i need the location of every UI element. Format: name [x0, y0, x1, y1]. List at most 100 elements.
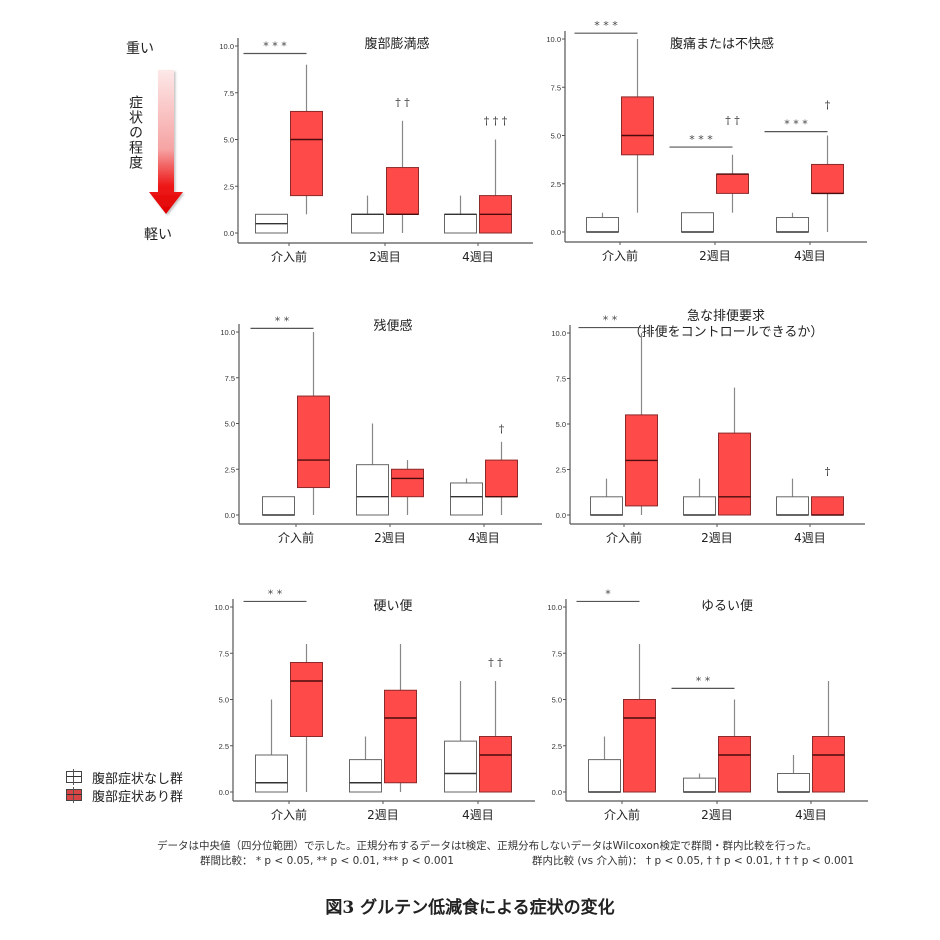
- y-tick-label: 2.5: [224, 182, 234, 191]
- box-no-symptom: [255, 213, 288, 234]
- x-category-label: 介入前: [604, 807, 640, 822]
- y-tick-label: 0.0: [556, 511, 566, 520]
- box-no-symptom: [777, 755, 810, 793]
- box-no-symptom: [588, 736, 621, 793]
- box-no-symptom: [255, 699, 288, 793]
- scale-top-label: 重い: [126, 41, 154, 57]
- box-symptom: [297, 332, 330, 515]
- y-tick-label: 2.5: [552, 742, 562, 751]
- method-note: データは中央値（四分位範囲）で示した。正規分布するデータはt検定、正規分布しない…: [157, 840, 817, 852]
- x-category-label: 介入前: [271, 807, 307, 822]
- dagger-mark: † †: [725, 114, 740, 127]
- chart-title: 腹痛または不快感: [670, 36, 774, 52]
- x-category-label: 介入前: [278, 530, 314, 545]
- x-category-label: 2週目: [699, 249, 731, 263]
- x-category-label: 4週目: [795, 808, 827, 822]
- box-no-symptom: [444, 681, 477, 793]
- significance-mark: * * *: [263, 39, 287, 52]
- x-category-label: 2週目: [367, 808, 399, 822]
- legend-label: 腹部症状なし群: [92, 771, 184, 787]
- box-symptom: [623, 644, 656, 793]
- significance-mark: * *: [268, 587, 283, 600]
- y-tick-label: 5.0: [551, 132, 561, 141]
- within-group-note: 群内比較 (vs 介入前)： † p < 0.05, † † p < 0.01,…: [532, 855, 854, 867]
- chart-title: 硬い便: [373, 599, 412, 614]
- y-tick-label: 0.0: [219, 788, 229, 797]
- scale-bottom-label: 軽い: [144, 227, 172, 243]
- box-symptom: [811, 496, 844, 516]
- dagger-mark: † † †: [484, 115, 508, 128]
- y-tick-label: 5.0: [224, 136, 234, 145]
- y-tick-label: 2.5: [551, 180, 561, 189]
- y-tick-label: 5.0: [552, 696, 562, 705]
- x-category-label: 2週目: [701, 531, 733, 545]
- y-tick-label: 7.5: [219, 649, 229, 658]
- box-symptom: [812, 681, 845, 793]
- y-tick-label: 10.0: [220, 328, 235, 337]
- box-no-symptom: [681, 212, 714, 233]
- box-symptom: [290, 64, 323, 215]
- x-category-label: 4週目: [462, 250, 494, 264]
- significance-mark: *: [605, 587, 611, 600]
- legend: 腹部症状なし群 腹部症状あり群: [66, 768, 184, 805]
- legend-label: 腹部症状あり群: [92, 789, 184, 805]
- y-tick-label: 0.0: [552, 788, 562, 797]
- box-no-symptom: [683, 773, 716, 793]
- box-symptom: [718, 387, 751, 516]
- box-no-symptom: [351, 195, 384, 234]
- x-category-label: 介入前: [271, 249, 307, 264]
- x-category-label: 介入前: [606, 530, 642, 545]
- dagger-mark: †: [499, 423, 505, 436]
- severity-arrow-icon: [149, 68, 185, 218]
- dagger-mark: †: [825, 465, 831, 478]
- significance-mark: * *: [275, 314, 290, 327]
- box-symptom: [811, 135, 844, 232]
- dagger-mark: †: [825, 98, 831, 111]
- box-symptom: [386, 120, 419, 233]
- box-symptom: [290, 644, 323, 792]
- box-no-symptom: [356, 423, 389, 516]
- significance-mark: * * *: [689, 133, 713, 146]
- box-no-symptom: [683, 478, 716, 516]
- box-symptom: [391, 460, 424, 515]
- chart-title: 腹部膨満感: [364, 36, 429, 52]
- box-no-symptom: [586, 212, 619, 233]
- y-tick-label: 0.0: [224, 229, 234, 238]
- y-tick-label: 7.5: [224, 89, 234, 98]
- box-symptom: [625, 333, 658, 515]
- legend-box-red-icon: [66, 787, 82, 803]
- y-tick-label: 7.5: [552, 649, 562, 658]
- x-category-label: 介入前: [602, 248, 638, 263]
- x-category-label: 4週目: [794, 531, 826, 545]
- box-no-symptom: [776, 212, 809, 233]
- box-no-symptom: [349, 736, 382, 793]
- x-category-label: 2週目: [369, 250, 401, 264]
- x-category-label: 2週目: [374, 531, 406, 545]
- box-symptom: [479, 681, 512, 793]
- y-tick-label: 10.0: [547, 603, 562, 612]
- box-symptom: [716, 154, 749, 213]
- figure-caption: 図3 グルテン低減食による症状の変化: [325, 898, 615, 918]
- significance-mark: * *: [603, 314, 618, 327]
- chart-title: ゆるい便: [701, 599, 753, 614]
- box-no-symptom: [444, 195, 477, 234]
- significance-mark: * * *: [784, 118, 808, 131]
- chart-title: 残便感: [373, 318, 412, 334]
- y-tick-label: 10.0: [214, 603, 229, 612]
- box-symptom: [479, 139, 512, 234]
- dagger-mark: † †: [395, 96, 410, 109]
- y-tick-label: 2.5: [225, 465, 235, 474]
- x-category-label: 4週目: [462, 808, 494, 822]
- chart-title: 急な排便要求: [687, 309, 765, 324]
- x-category-label: 4週目: [468, 531, 500, 545]
- y-tick-label: 5.0: [556, 420, 566, 429]
- significance-mark: * *: [696, 674, 711, 687]
- y-tick-label: 10.0: [546, 35, 561, 44]
- box-symptom: [718, 699, 751, 793]
